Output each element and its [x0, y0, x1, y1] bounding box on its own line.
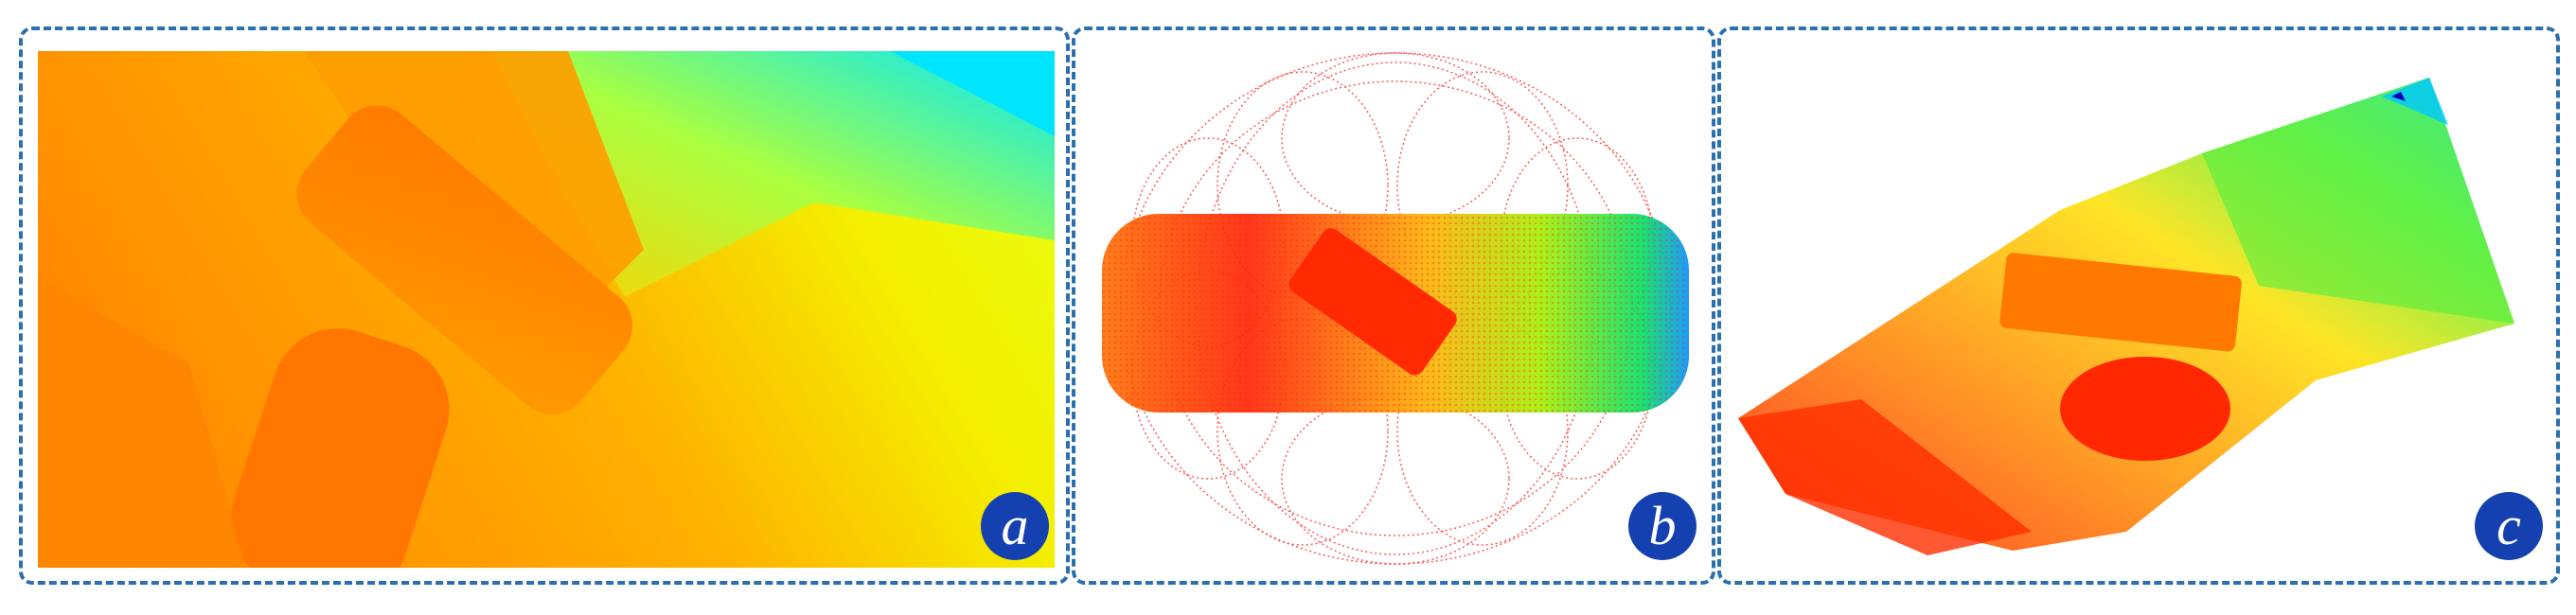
panel-c: c	[1717, 26, 2560, 585]
upper-object-points	[1999, 253, 2242, 352]
pointcloud-c-svg	[1738, 78, 2514, 555]
panel-a: a	[19, 26, 1070, 585]
upper-object	[296, 105, 633, 414]
pointcloud-b-svg	[1102, 52, 1689, 565]
panel-label-badge: b	[1628, 492, 1697, 560]
left-region	[38, 278, 246, 568]
depth-map-svg	[38, 51, 1055, 568]
panel-label-b: b	[1648, 495, 1677, 556]
object-points	[1288, 228, 1457, 376]
panel-label-a: a	[1001, 495, 1029, 556]
panel-label-c: c	[2496, 495, 2521, 556]
panel-label-badge: c	[2475, 492, 2543, 560]
pointcloud-view-b	[1085, 34, 1706, 583]
panel-label-badge: a	[981, 492, 1049, 560]
depth-image	[38, 51, 1055, 568]
wall-points	[2202, 78, 2514, 324]
lower-object-points	[2060, 357, 2230, 461]
panel-b: b	[1072, 26, 1715, 585]
far-corner	[890, 51, 1055, 136]
pointcloud-view-c	[1729, 40, 2552, 579]
lower-object	[230, 328, 450, 568]
